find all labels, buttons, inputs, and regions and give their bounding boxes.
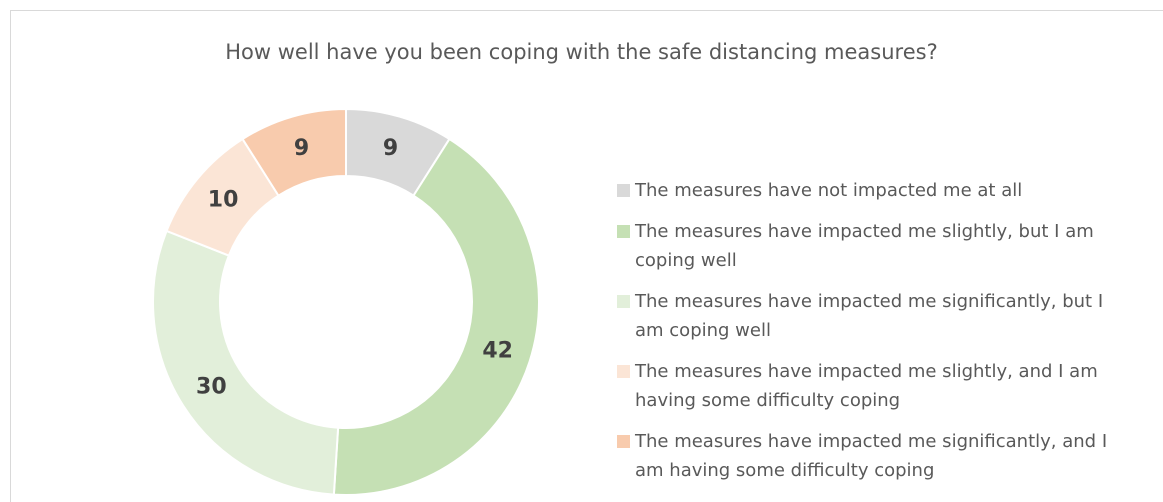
data-label: 9 <box>294 136 309 161</box>
donut-slice <box>241 107 347 197</box>
data-label: 42 <box>482 338 513 363</box>
legend-label: The measures have not impacted me at all <box>635 180 1023 201</box>
legend: The measures have not impacted me at all… <box>617 176 1122 485</box>
legend-label: The measures have impacted me significan… <box>635 431 1108 481</box>
legend-swatch <box>617 184 630 197</box>
legend-item: The measures have impacted me significan… <box>617 287 1122 345</box>
legend-item: The measures have impacted me slightly, … <box>617 217 1122 275</box>
legend-label: The measures have impacted me slightly, … <box>635 361 1098 411</box>
data-label: 9 <box>383 136 398 161</box>
legend-item: The measures have impacted me significan… <box>617 427 1122 485</box>
legend-label: The measures have impacted me significan… <box>635 291 1104 341</box>
legend-label: The measures have impacted me slightly, … <box>635 221 1094 271</box>
chart-frame <box>10 10 1163 502</box>
donut-slice <box>332 137 540 496</box>
legend-swatch <box>617 365 630 378</box>
donut-slice <box>152 229 340 496</box>
legend-swatch <box>617 225 630 238</box>
legend-swatch <box>617 435 630 448</box>
data-label: 10 <box>208 187 239 212</box>
legend-swatch <box>617 295 630 308</box>
chart-title: How well have you been coping with the s… <box>225 40 938 64</box>
legend-item: The measures have not impacted me at all <box>617 176 1122 205</box>
data-label: 30 <box>196 374 227 399</box>
legend-item: The measures have impacted me slightly, … <box>617 357 1122 415</box>
